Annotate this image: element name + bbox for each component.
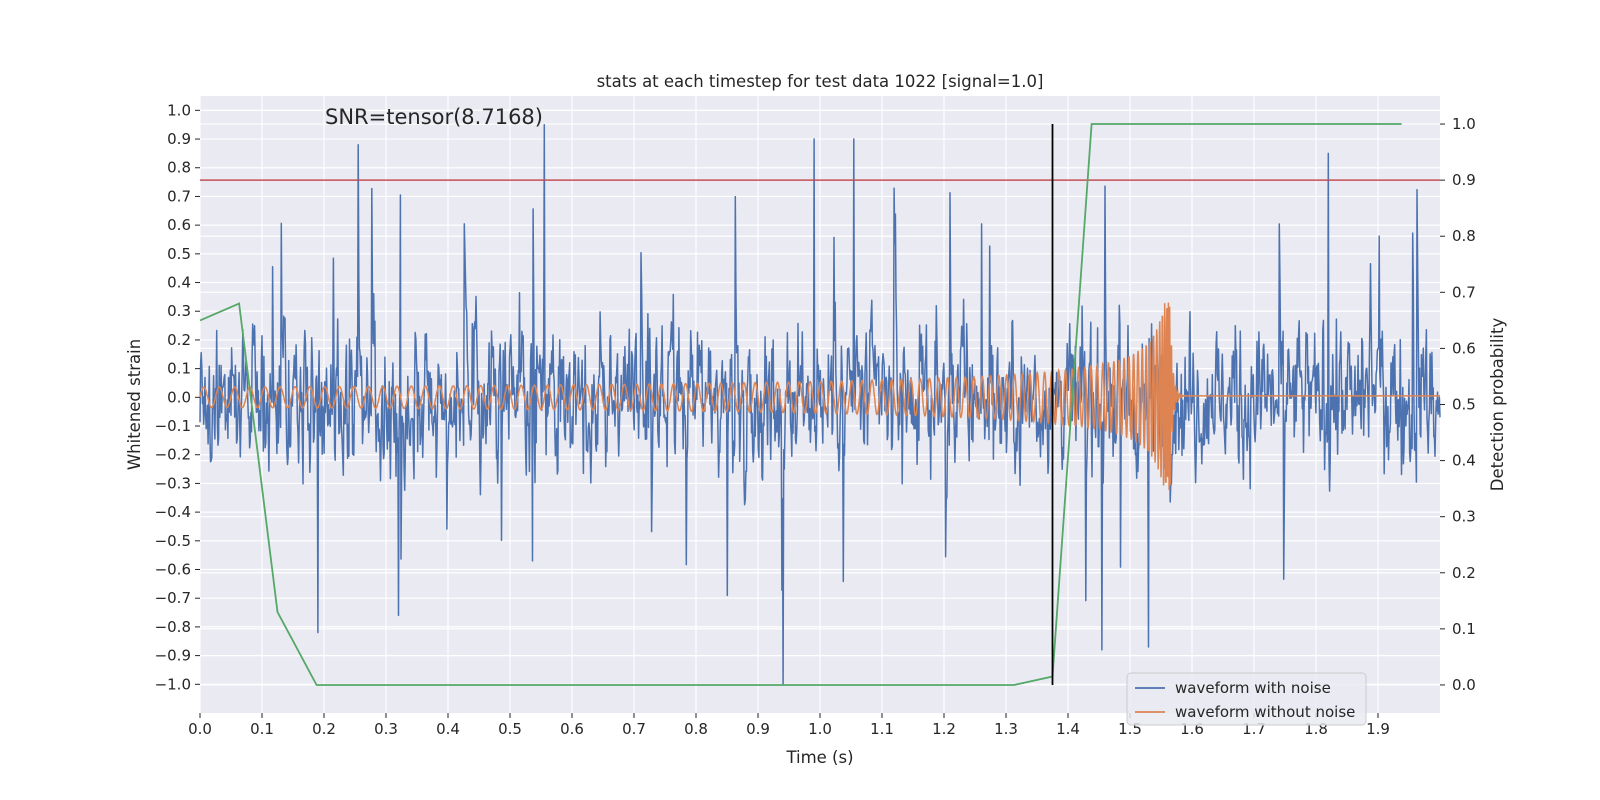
y-tick-label: 0.5: [167, 245, 191, 263]
y2-tick-label: 0.0: [1452, 676, 1476, 694]
detection-probability-line: [199, 123, 1402, 686]
y-tick-label: 0.2: [167, 331, 191, 349]
y2-axis-label: Detection probability: [1488, 318, 1507, 492]
y-tick-label: −0.2: [155, 446, 191, 464]
legend-box: [1126, 672, 1367, 726]
y-tick-label: −0.6: [155, 561, 191, 579]
y2-tick-label: 0.8: [1452, 227, 1476, 245]
x-tick-label: 1.2: [932, 720, 956, 738]
y-tick-label: 0.6: [167, 216, 191, 234]
y2-tick-label: 0.3: [1452, 508, 1476, 526]
y-tick-label: −1.0: [155, 675, 191, 693]
y-tick-label: −0.4: [155, 503, 191, 521]
y2-tick-label: 0.1: [1452, 620, 1476, 638]
x-tick-label: 1.4: [1056, 720, 1080, 738]
y-tick-label: 0.0: [167, 388, 191, 406]
x-tick-label: 1.1: [870, 720, 894, 738]
y-tick-label: 1.0: [167, 101, 191, 119]
y2-tick-label: 0.2: [1452, 564, 1476, 582]
y-tick-label: −0.7: [155, 589, 191, 607]
snr-annotation: SNR=tensor(8.7168): [325, 105, 543, 129]
y-tick-label: −0.3: [155, 474, 191, 492]
y2-tick-label: 0.7: [1452, 283, 1476, 301]
x-tick-label: 0.5: [498, 720, 522, 738]
x-tick-label: 0.3: [374, 720, 398, 738]
legend-label-noisy: waveform with noise: [1175, 679, 1331, 697]
x-tick-label: 0.8: [684, 720, 708, 738]
y-tick-label: −0.1: [155, 417, 191, 435]
y-tick-label: −0.9: [155, 647, 191, 665]
y-tick-label: 0.9: [167, 130, 191, 148]
axes-layer: 0.0 0.1 0.2 0.3 0.4 0.5 0.6 0.7 0.8 0.9 1.0 1.1 1.2 1…: [155, 101, 1476, 738]
clean-waveform-line: [199, 302, 1440, 491]
y-tick-label: 0.1: [167, 360, 191, 378]
y-tick-label: −0.8: [155, 618, 191, 636]
y-tick-label: −0.5: [155, 532, 191, 550]
x-tick-label: 0.0: [188, 720, 212, 738]
x-tick-label: 0.1: [250, 720, 274, 738]
x-tick-label: 1.0: [808, 720, 832, 738]
y-tick-label: 0.4: [167, 274, 191, 292]
y2-tick-label: 1.0: [1452, 115, 1476, 133]
y-tick-label: 0.7: [167, 187, 191, 205]
series-layer: [199, 123, 1441, 686]
x-axis-label: Time (s): [785, 748, 853, 767]
x-tick-label: 0.6: [560, 720, 584, 738]
x-tick-label: 0.9: [746, 720, 770, 738]
y2-tick-label: 0.5: [1452, 396, 1476, 414]
x-tick-label: 0.7: [622, 720, 646, 738]
y-tick-label: 0.3: [167, 302, 191, 320]
x-tick-label: 1.3: [994, 720, 1018, 738]
y2-tick-label: 0.6: [1452, 339, 1476, 357]
y-axis-label: Whitened strain: [125, 339, 144, 470]
chart-title: stats at each timestep for test data 102…: [597, 72, 1044, 91]
y2-tick-label: 0.9: [1452, 171, 1476, 189]
x-tick-label: 0.4: [436, 720, 460, 738]
x-tick-label: 0.2: [312, 720, 336, 738]
y2-tick-label: 0.4: [1452, 452, 1476, 470]
legend: waveform with noise waveform without noi…: [1126, 672, 1367, 726]
x-tick-label: 1.9: [1366, 720, 1390, 738]
legend-label-clean: waveform without noise: [1175, 703, 1355, 721]
y-tick-label: 0.8: [167, 159, 191, 177]
noisy-waveform-line: [199, 123, 1441, 686]
